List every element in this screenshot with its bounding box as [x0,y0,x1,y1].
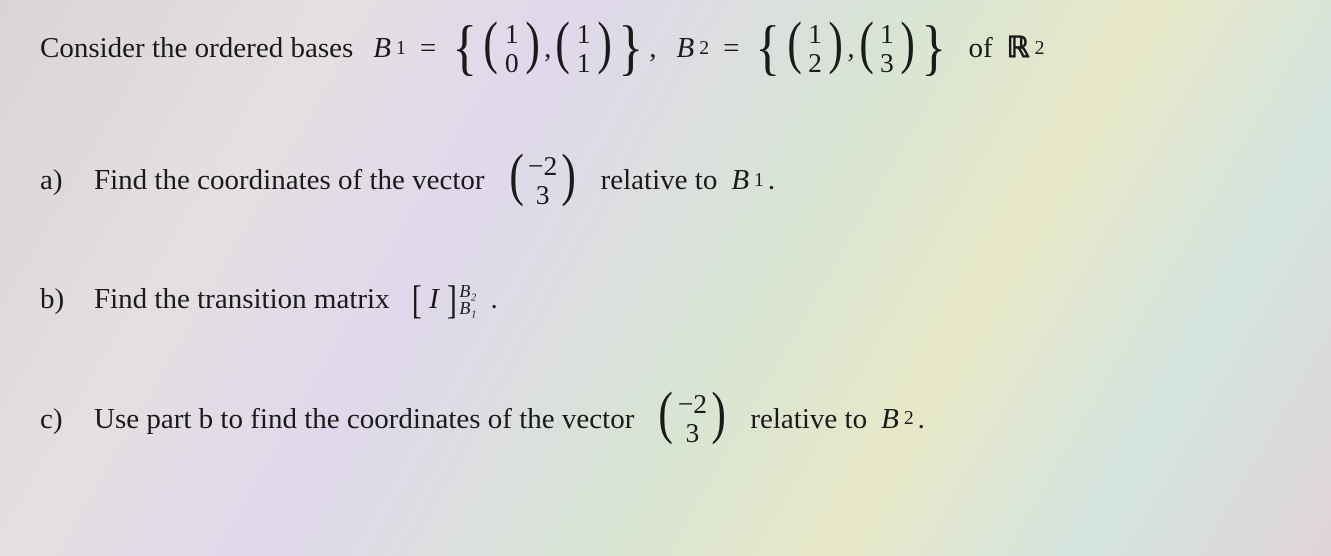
part-c-dot: . [918,405,925,434]
b2-v1-1: 2 [808,49,822,78]
b1-v2-0: 1 [577,20,591,49]
paren-close: ) [900,18,914,80]
b2-v1-0: 1 [808,20,822,49]
pa-v-1: 3 [536,181,550,210]
paren-open: ( [509,150,523,212]
real-R: ℝ [1007,34,1030,63]
b1-vector-2: ( 1 1 ) [553,18,614,80]
paren-close: ) [711,388,725,450]
brace-close-2: } [921,23,946,75]
b2-v2-0: 1 [880,20,894,49]
part-a-text-2: relative to [601,166,718,195]
paren-open: ( [484,18,498,80]
bracket-open: [ [411,282,421,319]
part-a-label: a) [40,166,90,195]
part-a-text-1: Find the coordinates of the vector [94,166,485,195]
b2-vector-1: ( 1 2 ) [785,18,846,80]
basis-b2-set: { ( 1 2 ) , ( 1 3 ) } [753,18,948,80]
part-c-text-1: Use part b to find the coordinates of th… [94,405,634,434]
paren-open: ( [659,388,673,450]
paren-close: ) [597,18,611,80]
b1-vector-1: ( 1 0 ) [481,18,542,80]
comma-between-sets: , [649,34,656,63]
part-c-basis: B [881,405,899,434]
of-text: of [968,34,992,63]
b1-v2-1: 1 [577,49,591,78]
paren-open: ( [787,18,801,80]
equals-2: = [723,34,739,63]
equals-1: = [420,34,436,63]
part-b-text-1: Find the transition matrix [94,285,390,314]
brace-close-1: } [618,23,643,75]
bracket-close: ] [446,282,456,319]
b1-v1-1: 0 [505,49,519,78]
basis-b2-sub: 2 [698,39,709,59]
part-c-vector: ( −2 3 ) [656,388,728,450]
real-dim: 2 [1034,39,1045,59]
comma-1: , [544,34,551,63]
paren-close: ) [828,18,842,80]
part-a-basis-sub: 1 [753,171,764,191]
b2-vector-2: ( 1 3 ) [857,18,918,80]
brace-open-2: { [756,23,781,75]
part-c-label: c) [40,405,90,434]
b1-v1-0: 1 [505,20,519,49]
basis-b2-name: B [676,34,694,63]
part-a-basis: B [731,166,749,195]
identity-I: I [429,285,439,314]
intro-text: Consider the ordered bases [40,34,353,63]
transition-matrix: [ I ] B₂ B₁ [410,282,477,319]
brace-open-1: { [452,23,477,75]
part-a-dot: . [768,166,775,195]
part-c: c) Use part b to find the coordinates of… [40,388,1291,450]
basis-b1-set: { ( 1 0 ) , ( 1 1 ) } [450,18,645,80]
paren-open: ( [556,18,570,80]
part-b-label: b) [40,285,90,314]
part-b: b) Find the transition matrix [ I ] B₂ B… [40,282,1291,319]
pc-v-0: −2 [678,390,707,419]
pa-v-0: −2 [528,152,557,181]
paren-close: ) [525,18,539,80]
paren-close: ) [562,150,576,212]
part-a-vector: ( −2 3 ) [507,150,579,212]
pc-v-1: 3 [685,419,699,448]
part-c-basis-sub: 2 [903,409,914,429]
problem-intro: Consider the ordered bases B1 = { ( 1 0 … [40,18,1291,80]
part-a: a) Find the coordinates of the vector ( … [40,150,1291,212]
b2-v2-1: 3 [880,49,894,78]
part-b-dot: . [491,285,498,314]
basis-b1-name: B [373,34,391,63]
comma-2: , [847,34,854,63]
part-c-text-2: relative to [750,405,867,434]
paren-open: ( [859,18,873,80]
transition-sub: B₁ [459,300,476,317]
math-problem-page: Consider the ordered bases B1 = { ( 1 0 … [0,0,1331,470]
basis-b1-sub: 1 [395,39,406,59]
transition-supsub: B₂ B₁ [458,283,476,317]
